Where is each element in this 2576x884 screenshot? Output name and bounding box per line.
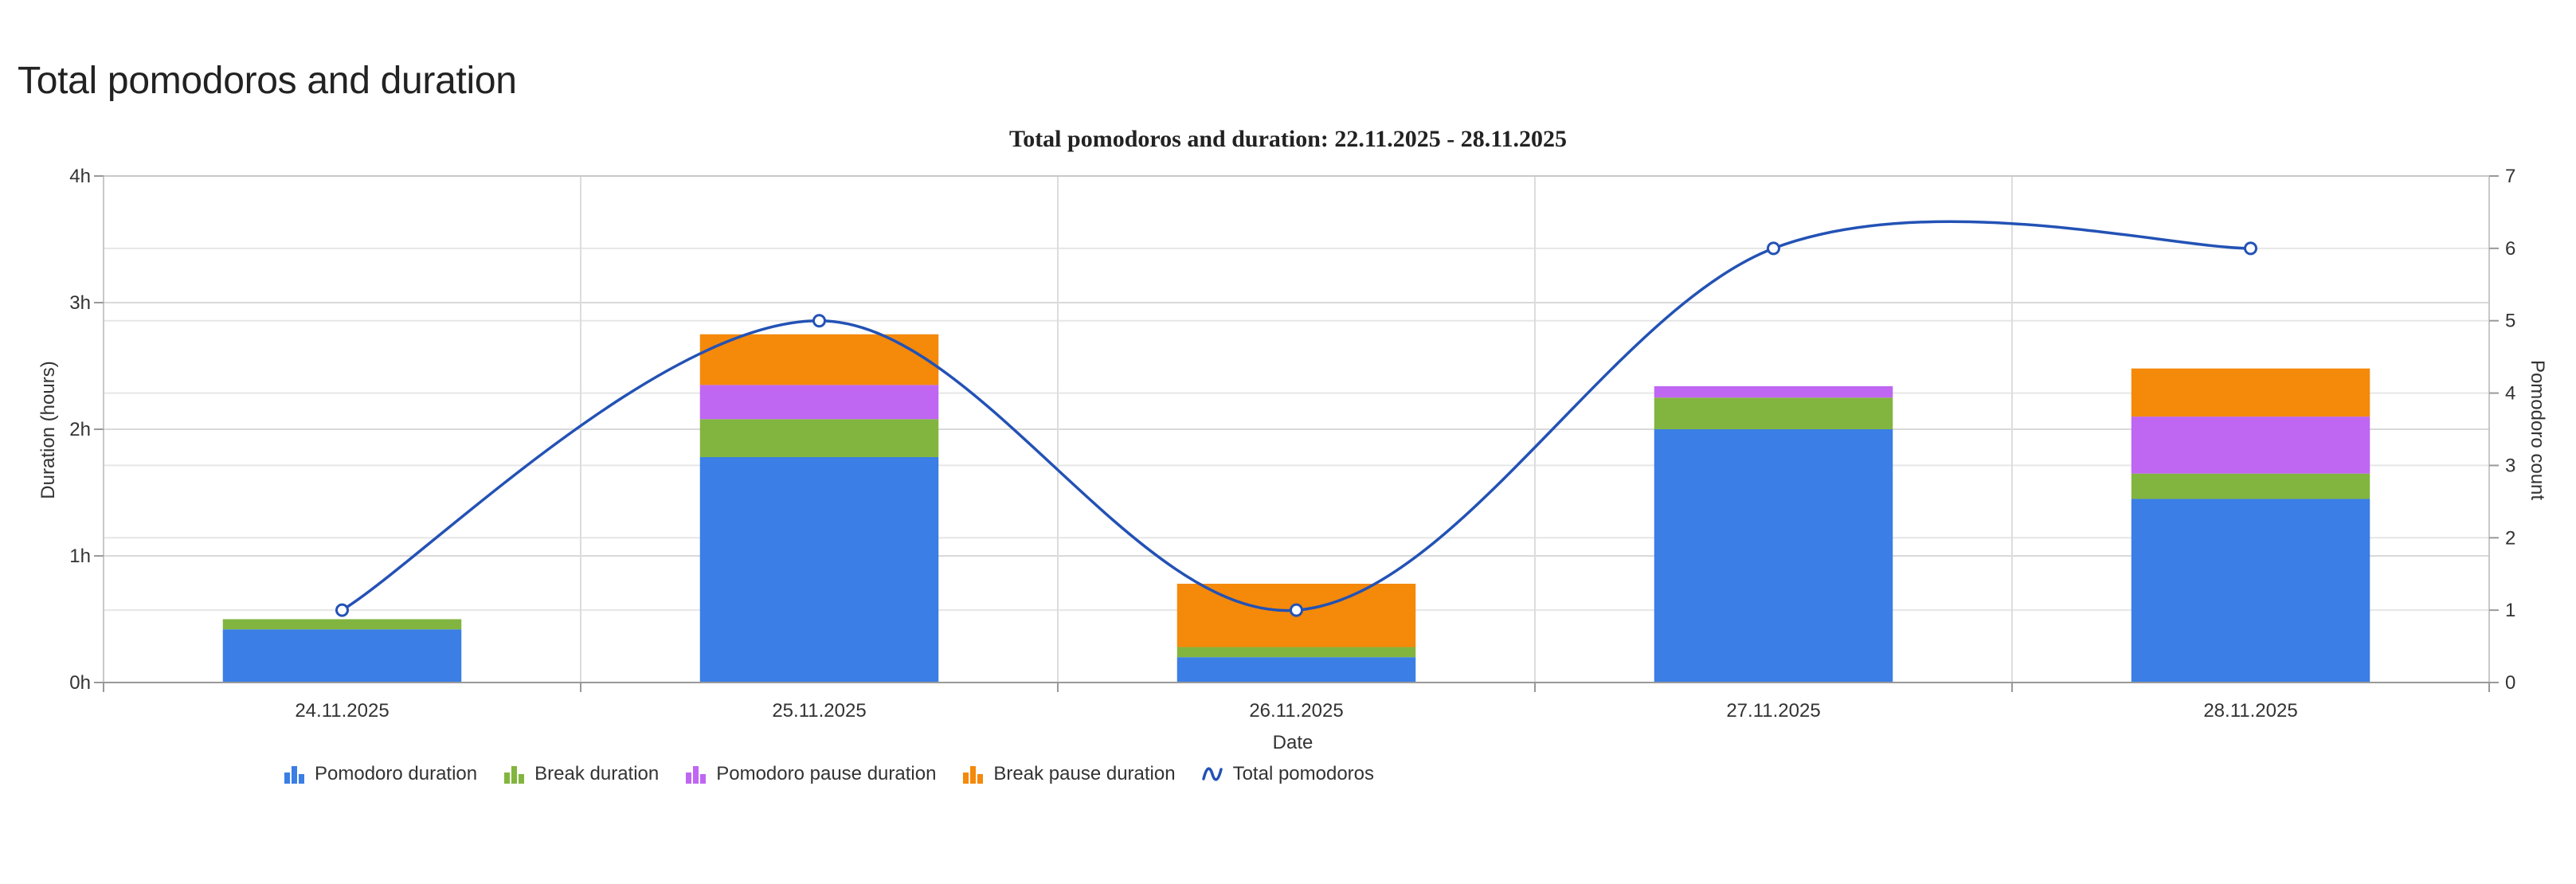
legend-bar — [963, 773, 969, 784]
bar-pomodoro-duration[interactable] — [222, 629, 462, 683]
y-tick-label: 1h — [69, 546, 91, 567]
legend-line — [1201, 767, 1223, 781]
legend-item-break-pause-duration[interactable]: Break pause duration — [961, 763, 1176, 785]
axes: 0h 1h 2h 3h 4h 0 1 2 3 4 5 6 7 24.11.2025 25.11.2025 26… — [69, 166, 2515, 722]
legend-bar — [511, 766, 518, 784]
bar-pomodoro-duration[interactable] — [699, 456, 939, 683]
legend-label: Total pomodoros — [1232, 763, 1375, 784]
y2-tick-label: 3 — [2505, 455, 2515, 476]
bar-chart-icon — [504, 766, 525, 784]
bar-break-pause-duration[interactable] — [699, 334, 939, 385]
y-tick-label: 4h — [69, 166, 91, 187]
line-point-total-pomodoros[interactable] — [1767, 241, 1780, 256]
legend-bar — [970, 766, 977, 784]
line-series — [335, 220, 2257, 617]
legend-item-total-pomodoros[interactable]: Total pomodoros — [1201, 763, 1374, 785]
legend-bar — [977, 774, 984, 784]
legend-item-pomodoro-duration[interactable]: Pomodoro duration — [283, 763, 477, 785]
y2-tick-label: 4 — [2505, 383, 2515, 405]
legend-label: Pomodoro pause duration — [716, 763, 937, 784]
y2-tick-label: 6 — [2505, 238, 2515, 260]
x-tick-label: 24.11.2025 — [295, 700, 389, 722]
line-total-pomodoros — [341, 220, 2251, 612]
bar-chart-icon — [284, 766, 304, 784]
legend-bar — [686, 773, 692, 784]
line-point-total-pomodoros[interactable] — [2244, 241, 2257, 256]
legend-item-break-duration[interactable]: Break duration — [503, 763, 659, 785]
y2-tick-label: 1 — [2505, 600, 2515, 621]
bar-break-duration[interactable] — [222, 619, 462, 630]
grid-lines — [103, 175, 2490, 683]
y2-tick-label: 5 — [2505, 311, 2515, 332]
legend-label: Pomodoro duration — [315, 763, 478, 784]
line-point-total-pomodoros[interactable] — [335, 603, 349, 617]
legend-label: Break pause duration — [993, 763, 1176, 784]
legend-bar — [292, 766, 297, 784]
bar-chart-icon — [963, 766, 984, 784]
bar-pomodoro-duration[interactable] — [1654, 429, 1893, 683]
bar-series — [222, 334, 2370, 683]
bar-pomodoro-duration[interactable] — [2131, 499, 2370, 683]
x-tick-label: 27.11.2025 — [1726, 700, 1820, 722]
line-chart-icon — [1201, 767, 1223, 781]
bar-chart-icon — [686, 766, 707, 784]
legend-bar — [693, 766, 699, 784]
x-tick-label: 28.11.2025 — [2203, 700, 2297, 722]
bar-break-duration[interactable] — [1654, 397, 1893, 429]
y2-tick-label: 0 — [2505, 672, 2515, 694]
y-axis-title: Duration (hours) — [37, 361, 59, 499]
y-tick-label: 2h — [69, 419, 91, 440]
y2-axis-title: Pomodoro count — [2527, 360, 2548, 500]
bar-break-duration[interactable] — [2131, 473, 2370, 499]
x-tick-label: 26.11.2025 — [1249, 700, 1343, 722]
legend-bar — [284, 773, 290, 784]
legend-label: Break duration — [534, 763, 660, 784]
legend-bar — [519, 774, 525, 784]
bar-break-pause-duration[interactable] — [2131, 368, 2370, 417]
y-tick-label: 3h — [69, 292, 91, 314]
bar-pomodoro-duration[interactable] — [1176, 657, 1416, 683]
x-tick-label: 25.11.2025 — [772, 700, 866, 722]
legend-bar — [504, 773, 511, 784]
y2-tick-label: 2 — [2505, 527, 2515, 549]
legend-item-pomodoro-pause-duration[interactable]: Pomodoro pause duration — [684, 763, 936, 785]
y2-tick-label: 7 — [2505, 166, 2515, 187]
y-tick-label: 0h — [69, 672, 91, 694]
x-axis-title: Date — [1273, 732, 1313, 753]
legend-bar — [700, 774, 707, 784]
bar-pomodoro-pause-duration[interactable] — [699, 385, 939, 420]
bar-break-duration[interactable] — [1176, 647, 1416, 658]
bar-pomodoro-pause-duration[interactable] — [1654, 385, 1893, 398]
chart-legend: Pomodoro duration Break duration Pomodoro … — [283, 763, 1400, 785]
bar-break-duration[interactable] — [699, 419, 939, 457]
bar-pomodoro-pause-duration[interactable] — [2131, 417, 2370, 474]
line-point-total-pomodoros[interactable] — [1290, 603, 1303, 617]
chart-title: Total pomodoros and duration: 22.11.2025… — [1009, 126, 1567, 152]
line-point-total-pomodoros[interactable] — [812, 314, 826, 328]
legend-bar — [299, 774, 304, 784]
page-title: Total pomodoros and duration — [18, 60, 517, 102]
